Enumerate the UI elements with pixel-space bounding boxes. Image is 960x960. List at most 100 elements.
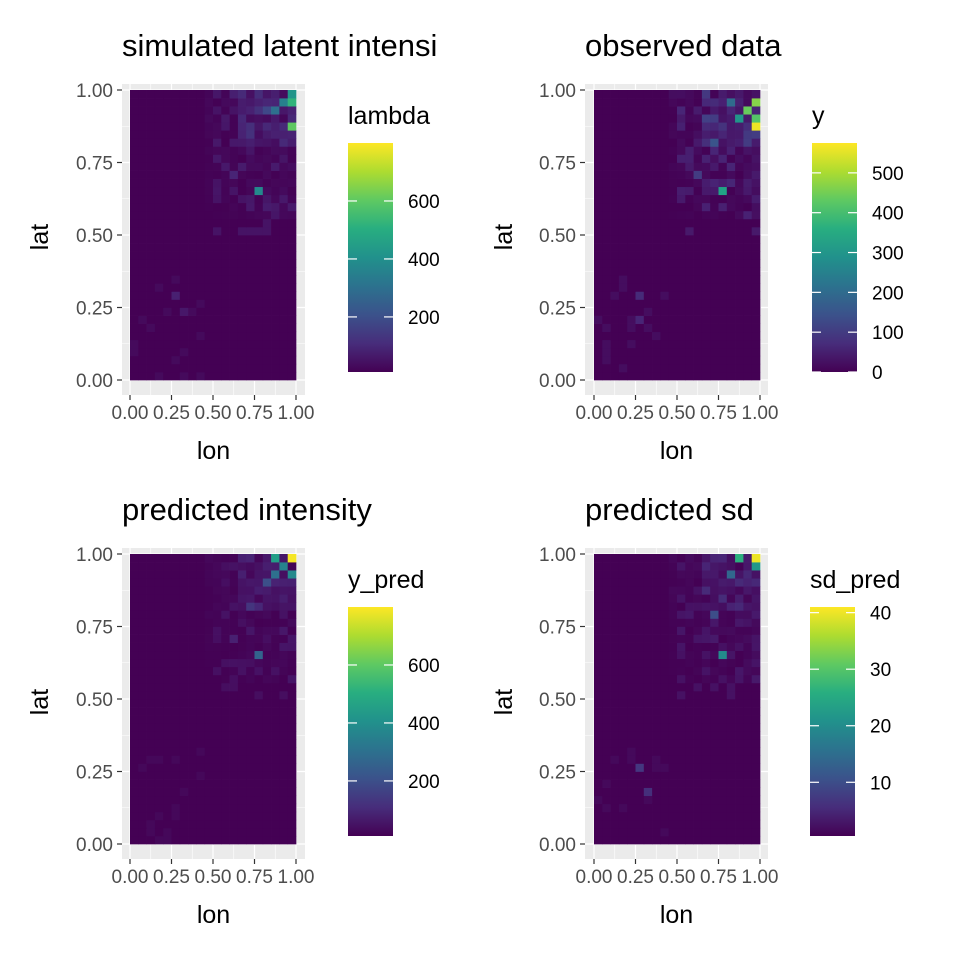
heat-cell xyxy=(130,226,139,236)
heat-cell xyxy=(751,739,761,748)
heat-cell xyxy=(138,699,147,708)
heat-cell xyxy=(693,291,703,300)
heat-cell xyxy=(154,259,164,268)
heat-cell xyxy=(635,299,645,308)
heat-cell xyxy=(179,138,189,147)
heat-cell xyxy=(138,331,147,341)
heat-cell xyxy=(196,602,206,611)
heat-cell xyxy=(163,170,172,179)
heat-cell xyxy=(693,170,703,179)
heat-cell xyxy=(677,803,686,813)
heat-cell xyxy=(693,98,703,107)
heat-cell xyxy=(171,259,181,268)
heat-cell xyxy=(627,795,636,805)
heat-cell xyxy=(652,291,661,300)
heat-cell xyxy=(287,259,297,268)
heat-cell xyxy=(660,259,670,268)
heat-cell xyxy=(262,715,272,724)
heat-cell xyxy=(237,154,247,163)
heat-cell xyxy=(660,602,670,611)
heat-cell xyxy=(693,275,703,284)
heat-cell xyxy=(701,682,711,692)
heat-cell xyxy=(221,747,230,756)
heat-cell xyxy=(610,323,620,333)
heat-cell xyxy=(718,323,728,333)
heat-cell xyxy=(627,275,636,284)
heat-cell xyxy=(138,618,147,627)
heat-cell xyxy=(213,90,222,99)
heat-cell xyxy=(138,122,147,131)
heat-cell xyxy=(701,690,711,700)
heat-cell xyxy=(130,291,139,300)
heat-cell xyxy=(196,771,206,780)
heat-cell xyxy=(154,202,164,212)
heat-cell xyxy=(693,787,703,797)
heat-cell xyxy=(221,162,230,171)
heat-cell xyxy=(685,106,694,115)
heat-cell xyxy=(618,226,628,236)
heat-cell xyxy=(618,570,628,579)
heat-cell xyxy=(668,618,678,627)
heat-cell xyxy=(743,795,753,805)
heat-cell xyxy=(279,339,289,349)
heat-cell xyxy=(246,755,255,764)
heat-cell xyxy=(677,251,686,260)
heat-cell xyxy=(718,690,728,700)
heat-cell xyxy=(221,178,230,188)
heat-cell xyxy=(743,682,753,692)
heat-cell xyxy=(751,658,761,668)
heat-cell xyxy=(262,267,272,276)
heat-cell xyxy=(718,98,728,107)
heat-cell xyxy=(138,170,147,179)
heat-cell xyxy=(196,106,206,115)
heat-cell xyxy=(146,283,156,292)
heat-cell xyxy=(229,602,239,611)
heat-cell xyxy=(726,715,736,724)
heat-cell xyxy=(602,610,611,619)
heat-cell xyxy=(196,626,206,635)
heat-cell xyxy=(287,323,297,333)
heat-cell xyxy=(254,763,264,772)
heat-cell xyxy=(237,114,247,123)
heat-cell xyxy=(146,835,156,845)
heat-cell xyxy=(710,570,719,579)
heat-cell xyxy=(287,243,297,252)
heat-cell xyxy=(246,578,255,587)
heat-cell xyxy=(652,331,661,341)
heat-cell xyxy=(279,178,289,188)
heat-cell xyxy=(188,267,197,276)
panel-lambda: simulated latent intensi 0.00 0.25 0.50 0.7… xyxy=(26,28,440,465)
heat-cell xyxy=(163,650,172,660)
heat-cell xyxy=(710,170,719,179)
heat-cell xyxy=(262,779,272,788)
heat-cell xyxy=(610,682,620,692)
heat-cell xyxy=(213,827,222,837)
heat-cell xyxy=(196,682,206,692)
heat-cell xyxy=(710,315,719,324)
heat-cell xyxy=(610,723,620,732)
heat-cell xyxy=(627,98,636,107)
heat-cell xyxy=(262,618,272,627)
heat-cell xyxy=(196,307,206,316)
heat-cell xyxy=(735,658,744,668)
heat-cell xyxy=(627,283,636,292)
heat-cell xyxy=(668,106,678,115)
heat-cell xyxy=(735,154,744,163)
heat-cell xyxy=(618,218,628,228)
heat-cell xyxy=(262,275,272,284)
heat-cell xyxy=(262,562,272,571)
heat-cell xyxy=(213,275,222,284)
heat-cell xyxy=(718,178,728,188)
heat-cell xyxy=(735,827,744,837)
heat-cell xyxy=(602,771,611,780)
heat-cell xyxy=(618,339,628,349)
heat-cell xyxy=(726,331,736,341)
heat-cell xyxy=(743,106,753,115)
heat-cell xyxy=(262,194,272,204)
heat-cell xyxy=(254,347,264,357)
heat-cell xyxy=(138,827,147,837)
heat-cell xyxy=(677,243,686,252)
heat-cell xyxy=(171,339,181,349)
heat-cell xyxy=(668,594,678,603)
heat-cell xyxy=(262,130,272,139)
